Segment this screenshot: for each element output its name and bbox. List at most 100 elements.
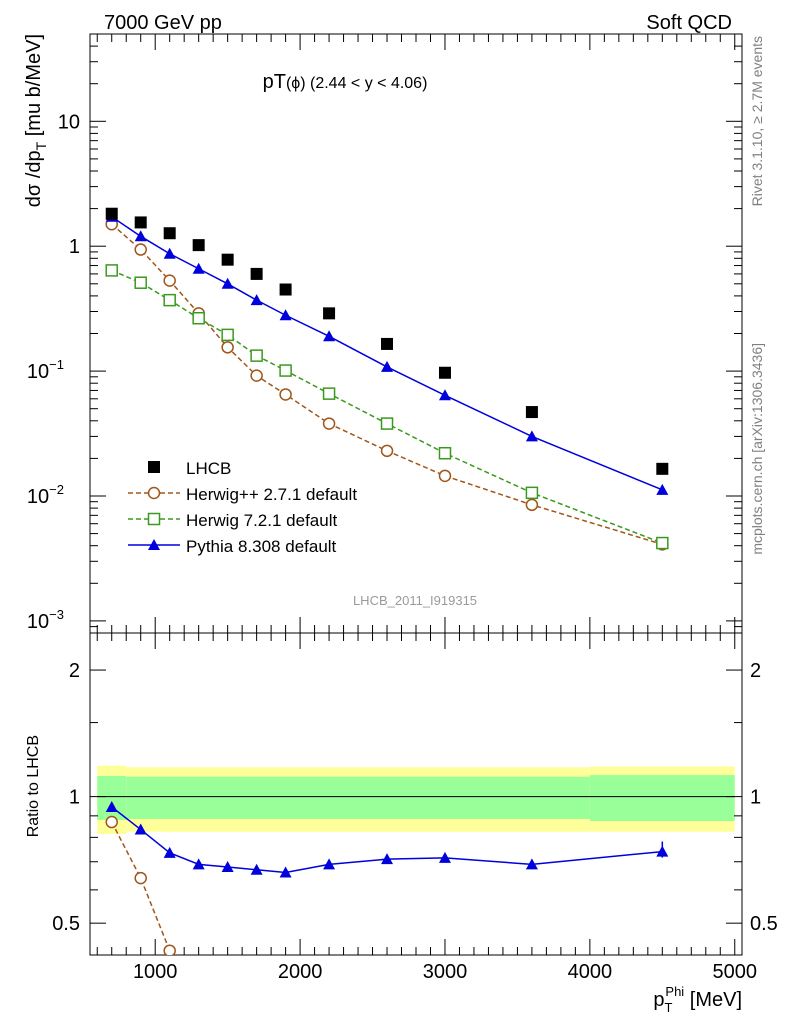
x-axis-label-unit: [MeV] [684,989,742,1011]
ratio-series-pythia-8-308-default-point [438,851,451,863]
series-herwig-7-2-1-default-point [221,328,234,342]
series-lhcb-point [221,253,234,266]
series-lhcb-point [134,216,147,229]
series-herwig-7-2-1-default-point [163,293,176,307]
y-tick-label: 10−3 [27,607,64,633]
y-tick-label: 10−2 [27,482,64,508]
ratio-series-pythia-8-308-default-point [105,800,118,812]
x-tick-label: 2000 [278,961,323,983]
ratio-y-tick-label-left: 0.5 [52,913,80,935]
plot-title-sub: (ϕ) (2.44 < y < 4.06) [286,75,427,92]
series-lhcb-point [250,267,263,280]
series-lhcb-point [323,307,336,320]
ratio-y-tick-label-right: 0.5 [750,913,778,935]
series-herwig-7-2-1-default-point [380,417,394,430]
x-axis-label-main: p [653,989,664,1011]
ratio-series-pythia-8-308-default-point [525,858,538,870]
series-herwig-7-2-1-default-point [438,446,452,460]
series-pythia-8-308-default-point [525,430,538,442]
series-herwig-7-2-1-default-point [525,486,539,500]
series-lhcb-point [656,462,669,475]
plot-title: pT(ϕ) (2.44 < y < 4.06) [263,71,428,93]
ratio-series-group [105,800,669,955]
ratio-series-pythia-8-308-default-point [381,853,394,865]
x-tick-label: 1000 [133,961,178,983]
series-herwig-2-7-1-default-point [221,341,234,354]
ratio-panel: 1000 2000 3000 4000 5000 0.5 0.5 1 1 2 2 [52,617,778,983]
series-pythia-8-308-default-point [163,247,176,259]
series-herwig-7-2-1-default-point [656,536,669,550]
ratio-series-pythia-8-308-default-point [134,823,147,835]
series-herwig-2-7-1-default-point [438,469,452,483]
main-y-axis-label-unit: [mu b/MeV] [23,34,45,142]
y-tick-label-exponent: −1 [49,357,64,372]
series-lhcb-point [163,227,176,240]
y-tick-label: 10−1 [27,357,64,383]
series-lhcb-point [192,239,205,252]
legend-marker [148,461,160,473]
ratio-series-herwig-2-7-1-default-point [105,815,118,829]
ratio-y-tick-label-left: 1 [69,787,80,809]
series-herwig-2-7-1-default-point [322,417,336,430]
legend-item-herwig-7-2-1-default: Herwig 7.2.1 default [128,511,337,530]
ratio-series-pythia-8-308-default-point [250,863,263,875]
y-tick-label-exponent: −2 [49,482,64,497]
series-lhcb-point [525,406,538,419]
series-herwig-2-7-1-default-line [111,223,663,546]
y-tick-label-exponent: −3 [49,607,64,622]
x-tick-label: 5000 [713,961,758,983]
legend-label: Herwig 7.2.1 default [186,511,337,530]
ratio-y-tick-label-left: 2 [69,660,80,682]
series-pythia-8-308-default-point [221,277,234,289]
x-tick-label: 3000 [423,961,468,983]
legend-marker [147,512,161,526]
series-herwig-2-7-1-default-point [380,444,394,458]
legend-item-herwig-2-7-1-default: Herwig++ 2.7.1 default [128,485,357,504]
ratio-series-pythia-8-308-default-point [279,866,292,878]
ratio-y-axis-label: Ratio to LHCB [25,735,42,837]
legend-label: Pythia 8.308 default [186,537,337,556]
series-lhcb-point [105,207,118,220]
series-pythia-8-308-default-point [381,360,394,372]
analysis-watermark: LHCB_2011_I919315 [353,593,477,608]
ratio-series-herwig-2-7-1-default-point [134,871,147,885]
series-herwig-7-2-1-default-point [105,264,118,277]
series-lhcb-point [381,337,394,350]
series-herwig-7-2-1-default-point [134,276,147,289]
series-herwig-2-7-1-default-point [525,498,539,512]
x-axis-label-sup: Phi [665,984,684,999]
mcplots-reference: mcplots.cern.ch [arXiv:1306.3436] [749,343,765,555]
beam-label: 7000 GeV pp [104,12,222,34]
main-y-axis-label: dσ /dpT [mu b/MeV] [23,34,49,207]
series-pythia-8-308-default-point [323,330,336,342]
ratio-series-herwig-2-7-1-default-point [163,944,176,955]
series-pythia-8-308-default-point [192,262,205,274]
series-herwig-2-7-1-default-point [250,369,263,382]
x-axis-label-sub: T [664,1000,672,1015]
series-herwig-7-2-1-default-point [250,349,263,362]
plot-title-main: pT [263,71,286,93]
main-panel: 10−3 10−2 10−1 1 10 [27,33,743,634]
series-herwig-7-2-1-default-point [279,364,292,377]
series-pythia-8-308-default-point [134,230,147,242]
series-herwig-7-2-1-default-point [192,311,205,325]
main-y-axis-label-sub: T [33,141,49,150]
series-herwig-7-2-1-default-point [322,387,336,400]
legend-marker [147,486,161,500]
legend-label: Herwig++ 2.7.1 default [186,485,357,504]
series-pythia-8-308-default-point [656,483,669,495]
uncertainty-band-green [589,775,735,821]
ratio-series-pythia-8-308-default-point [221,861,234,873]
uncertainty-band-green [126,776,590,819]
ratio-series-pythia-8-308-default-line [111,806,663,874]
legend-marker [148,539,160,550]
series-pythia-8-308-default-point [250,294,263,306]
ratio-y-tick-label-right: 1 [750,787,761,809]
series-herwig-2-7-1-default-point [163,274,176,287]
series-herwig-2-7-1-default-point [134,243,147,256]
legend-label: LHCB [186,459,231,478]
rivet-version: Rivet 3.1.10, ≥ 2.7M events [749,36,765,206]
series-herwig-2-7-1-default-point [279,388,292,401]
